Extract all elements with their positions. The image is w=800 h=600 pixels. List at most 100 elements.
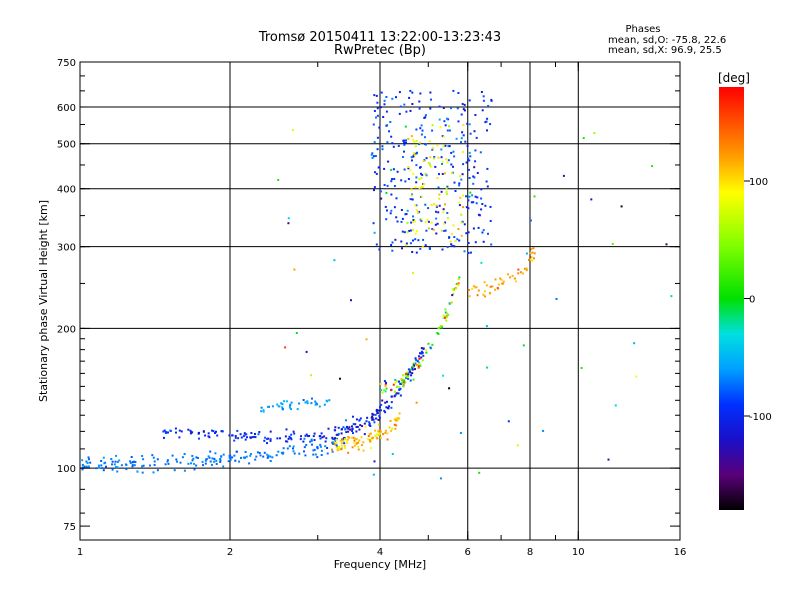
data-point: [411, 159, 413, 162]
data-point: [437, 327, 440, 330]
data-point: [308, 435, 311, 437]
data-point: [465, 195, 467, 198]
data-point: [373, 189, 375, 192]
data-point: [472, 227, 475, 230]
data-point: [352, 436, 355, 439]
data-point: [415, 181, 418, 184]
data-point: [411, 372, 414, 375]
x-axis-label: Frequency [MHz]: [334, 558, 426, 571]
data-point: [415, 204, 418, 207]
data-point: [430, 221, 433, 224]
data-point: [481, 109, 484, 112]
data-point: [211, 429, 213, 432]
data-point: [407, 368, 410, 371]
data-point: [352, 432, 354, 435]
data-point: [385, 429, 387, 432]
data-point: [448, 125, 450, 128]
data-point: [242, 435, 245, 438]
data-point: [445, 316, 448, 319]
data-point: [334, 426, 337, 429]
data-point: [480, 197, 483, 200]
data-point: [334, 437, 337, 440]
data-point: [424, 114, 427, 117]
data-point: [403, 379, 406, 382]
data-point: [207, 435, 210, 438]
data-point: [391, 178, 393, 181]
data-point: [458, 204, 461, 207]
data-point: [469, 191, 472, 194]
data-point: [303, 450, 305, 453]
data-point: [299, 438, 302, 441]
data-point: [413, 140, 416, 143]
data-point: [358, 439, 361, 442]
data-point: [163, 429, 166, 432]
data-point: [422, 183, 425, 186]
data-point: [401, 379, 403, 382]
data-point: [414, 204, 417, 207]
data-point: [340, 442, 343, 445]
data-point: [400, 378, 403, 380]
data-point: [374, 413, 377, 416]
data-point: [319, 445, 322, 448]
data-point: [339, 439, 342, 442]
data-point: [517, 268, 520, 271]
data-point: [152, 471, 155, 474]
y-axis-label: Stationary phase Virtual Height [km]: [37, 200, 50, 402]
data-point: [633, 342, 636, 345]
data-point: [326, 452, 329, 455]
data-point: [418, 107, 421, 110]
data-point: [244, 438, 247, 441]
data-point: [102, 456, 105, 459]
data-point: [281, 407, 284, 410]
data-point: [193, 468, 196, 471]
data-point: [386, 432, 389, 435]
data-point: [266, 442, 268, 445]
data-point: [198, 437, 200, 440]
data-point: [516, 444, 519, 447]
data-point: [442, 314, 445, 317]
data-point: [418, 361, 420, 364]
data-point: [382, 433, 385, 436]
data-point: [390, 401, 393, 404]
data-point: [245, 455, 248, 458]
data-point: [424, 203, 427, 206]
data-point: [415, 209, 418, 212]
data-point: [354, 444, 356, 447]
data-point: [413, 154, 416, 157]
data-point: [411, 139, 414, 142]
data-point: [486, 167, 489, 170]
data-point: [337, 426, 340, 429]
data-point: [415, 401, 418, 404]
data-point: [166, 460, 169, 463]
data-point: [320, 449, 323, 452]
data-point: [407, 137, 410, 140]
data-point: [235, 450, 238, 453]
data-point: [635, 375, 638, 378]
data-point: [371, 416, 374, 419]
data-point: [346, 438, 349, 441]
data-point: [312, 435, 315, 438]
data-point: [415, 363, 418, 366]
data-point: [427, 342, 430, 345]
data-point: [474, 241, 477, 244]
data-point: [421, 173, 424, 176]
data-point: [452, 150, 455, 153]
data-point: [462, 206, 465, 209]
data-point: [590, 198, 593, 201]
data-point: [376, 136, 379, 139]
data-point: [483, 290, 486, 293]
data-point: [204, 459, 207, 462]
data-point: [95, 467, 98, 470]
data-point: [331, 448, 333, 451]
data-point: [250, 432, 253, 434]
data-point: [593, 132, 596, 135]
data-point: [435, 210, 437, 213]
data-point: [324, 445, 327, 448]
data-point: [476, 294, 479, 297]
data-point: [315, 403, 318, 406]
data-point: [310, 374, 313, 377]
data-point: [377, 166, 380, 169]
data-point: [580, 367, 583, 369]
x-tick-label: 1: [77, 547, 83, 558]
data-point: [101, 467, 104, 470]
